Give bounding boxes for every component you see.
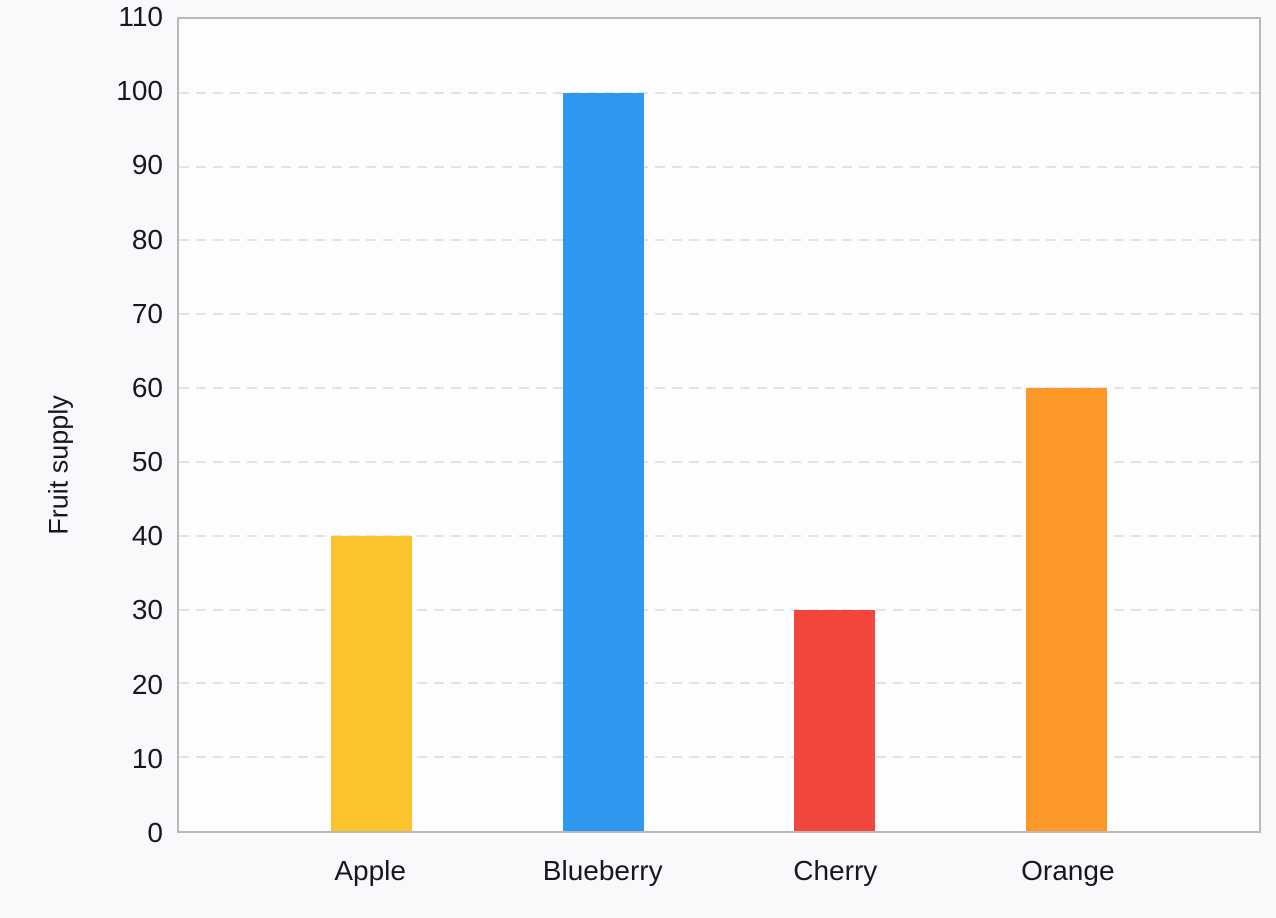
- gridline-80: [179, 239, 1259, 242]
- y-tick-label-0: 0: [147, 817, 163, 848]
- x-axis-tick-labels: Apple Blueberry Cherry Orange: [177, 845, 1261, 905]
- bar-orange: [1026, 388, 1108, 831]
- gridline-50: [179, 460, 1259, 463]
- y-tick-label-70: 70: [131, 297, 163, 329]
- x-tick-label-apple: Apple: [334, 855, 406, 886]
- gridline-90: [179, 165, 1259, 168]
- y-tick-label-10: 10: [131, 742, 163, 774]
- gridline-30: [179, 608, 1259, 611]
- gridline-20: [179, 682, 1259, 685]
- bar-cherry: [794, 609, 876, 831]
- y-tick-label-110: 110: [118, 1, 163, 32]
- y-tick-label-30: 30: [131, 594, 163, 626]
- x-tick-label-blueberry: Blueberry: [542, 855, 663, 886]
- gridline-60: [179, 387, 1259, 390]
- y-tick-label-20: 20: [131, 668, 163, 700]
- y-tick-label-90: 90: [131, 149, 163, 181]
- bar-blueberry: [562, 92, 644, 831]
- x-tick-label-cherry: Cherry: [793, 855, 878, 886]
- plot-area: [177, 17, 1261, 833]
- x-tick-label-orange: Orange: [1021, 855, 1115, 886]
- gridline-10: [179, 756, 1259, 759]
- gridline-40: [179, 534, 1259, 537]
- y-tick-label-60: 60: [131, 371, 163, 403]
- y-tick-label-100: 100: [116, 75, 163, 107]
- gridline-70: [179, 313, 1259, 316]
- y-axis-tick-labels: 0 10 20 30 40 50 60 70 80 90 100 110: [0, 3, 163, 847]
- gridline-100: [179, 91, 1259, 94]
- y-tick-label-80: 80: [131, 223, 163, 255]
- y-tick-label-50: 50: [131, 446, 163, 478]
- y-tick-label-40: 40: [131, 520, 163, 552]
- bar-apple: [330, 535, 412, 831]
